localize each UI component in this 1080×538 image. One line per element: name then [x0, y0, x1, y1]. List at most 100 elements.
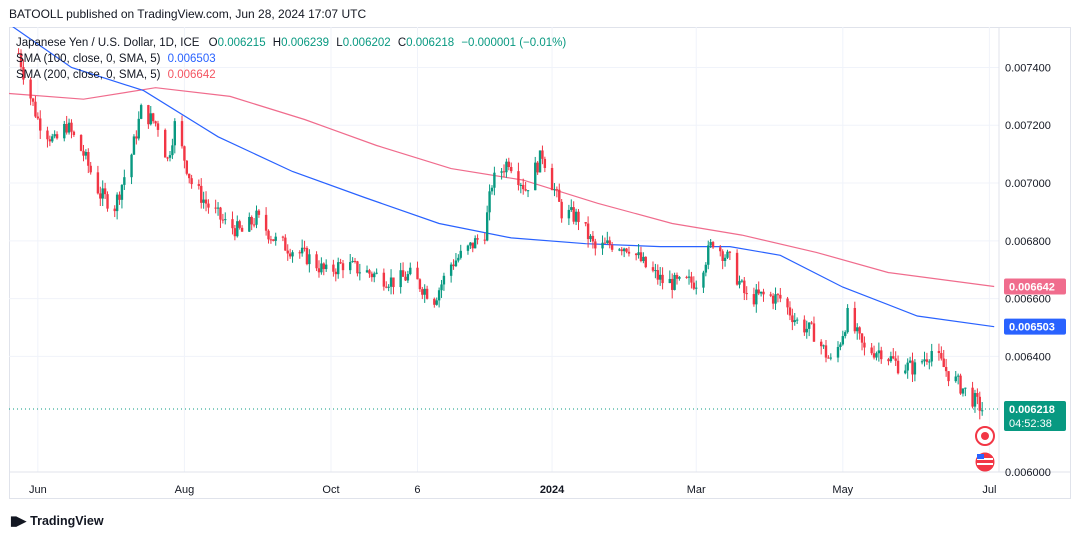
candle[interactable]	[51, 133, 54, 143]
candle[interactable]	[103, 182, 107, 199]
candle[interactable]	[166, 156, 169, 162]
candle[interactable]	[735, 249, 739, 286]
price-axis[interactable]: 0.007400 0.007200 0.007000 0.006800 0.006600…	[1005, 62, 1051, 479]
candle[interactable]	[507, 157, 511, 171]
candle[interactable]	[341, 260, 345, 279]
candle[interactable]	[147, 104, 150, 129]
candle[interactable]	[36, 112, 40, 120]
candle[interactable]	[123, 169, 126, 190]
candle[interactable]	[113, 205, 116, 218]
candle[interactable]	[409, 262, 412, 276]
candle[interactable]	[678, 276, 681, 281]
candle[interactable]	[620, 247, 623, 256]
candle[interactable]	[190, 174, 193, 189]
candle[interactable]	[745, 286, 748, 301]
candle[interactable]	[473, 235, 477, 249]
candle[interactable]	[709, 238, 712, 248]
candle[interactable]	[726, 249, 729, 260]
candle[interactable]	[896, 355, 900, 375]
candle[interactable]	[324, 259, 328, 272]
candle[interactable]	[642, 252, 645, 264]
candle[interactable]	[459, 244, 462, 260]
candle[interactable]	[690, 271, 693, 289]
candle[interactable]	[339, 258, 342, 265]
candle[interactable]	[738, 275, 741, 289]
candle[interactable]	[759, 291, 763, 297]
candle[interactable]	[755, 283, 758, 313]
price-chart[interactable]: 0.007400 0.007200 0.007000 0.006800 0.006600…	[9, 27, 1071, 499]
candle[interactable]	[702, 270, 705, 294]
candle[interactable]	[892, 348, 895, 360]
candle[interactable]	[627, 246, 631, 257]
candle[interactable]	[795, 317, 799, 324]
candle[interactable]	[971, 381, 974, 409]
candle[interactable]	[267, 229, 270, 244]
candle[interactable]	[707, 240, 710, 270]
candle[interactable]	[34, 95, 37, 118]
candle[interactable]	[550, 163, 554, 191]
candle[interactable]	[757, 281, 760, 296]
candle[interactable]	[440, 279, 443, 298]
candle[interactable]	[887, 357, 890, 366]
candle[interactable]	[401, 262, 405, 277]
candle[interactable]	[118, 191, 121, 205]
candle[interactable]	[353, 257, 357, 264]
candle[interactable]	[471, 242, 474, 253]
candle[interactable]	[844, 330, 847, 339]
candle[interactable]	[978, 391, 981, 420]
candle[interactable]	[291, 250, 294, 263]
candle[interactable]	[457, 254, 460, 263]
candle[interactable]	[19, 49, 23, 72]
candle[interactable]	[389, 269, 393, 295]
candle[interactable]	[711, 241, 715, 249]
candle[interactable]	[286, 244, 289, 261]
candle[interactable]	[370, 271, 374, 282]
candle[interactable]	[202, 191, 205, 209]
candle[interactable]	[300, 239, 304, 257]
candle[interactable]	[824, 340, 828, 363]
candle[interactable]	[889, 351, 893, 363]
candle[interactable]	[392, 277, 395, 295]
candle[interactable]	[82, 144, 85, 162]
candle[interactable]	[423, 284, 426, 303]
candle[interactable]	[928, 359, 931, 370]
candle[interactable]	[658, 266, 662, 286]
candle[interactable]	[373, 271, 376, 283]
candle[interactable]	[139, 103, 143, 120]
candle[interactable]	[723, 254, 727, 267]
jp-flag-event-icon[interactable]	[975, 426, 995, 446]
candle[interactable]	[954, 370, 957, 383]
candle[interactable]	[634, 252, 638, 261]
candle[interactable]	[639, 246, 643, 263]
candle[interactable]	[695, 280, 698, 295]
candle[interactable]	[606, 231, 609, 244]
candle[interactable]	[925, 352, 929, 365]
candle[interactable]	[812, 316, 816, 342]
candle[interactable]	[252, 218, 256, 228]
candle[interactable]	[46, 126, 49, 148]
candle[interactable]	[404, 271, 407, 282]
candle[interactable]	[416, 261, 419, 280]
candle[interactable]	[793, 312, 796, 326]
sma100-row[interactable]: SMA (100, close, 0, SMA, 5) 0.006503	[16, 51, 566, 67]
candle[interactable]	[911, 352, 914, 383]
candle[interactable]	[567, 204, 571, 226]
candle[interactable]	[519, 182, 523, 194]
candle[interactable]	[351, 257, 354, 263]
candle[interactable]	[493, 166, 496, 196]
candle[interactable]	[130, 153, 133, 185]
candle[interactable]	[382, 268, 386, 291]
candle[interactable]	[29, 77, 32, 106]
candle[interactable]	[961, 388, 965, 397]
candle[interactable]	[622, 247, 626, 258]
candle[interactable]	[65, 115, 68, 135]
candle[interactable]	[99, 186, 102, 207]
candle[interactable]	[805, 320, 808, 339]
candle[interactable]	[538, 150, 542, 173]
candle[interactable]	[973, 389, 977, 413]
candle[interactable]	[365, 265, 369, 273]
candle[interactable]	[284, 234, 287, 251]
candle[interactable]	[906, 358, 909, 379]
candle[interactable]	[264, 207, 268, 236]
candle[interactable]	[48, 135, 52, 147]
